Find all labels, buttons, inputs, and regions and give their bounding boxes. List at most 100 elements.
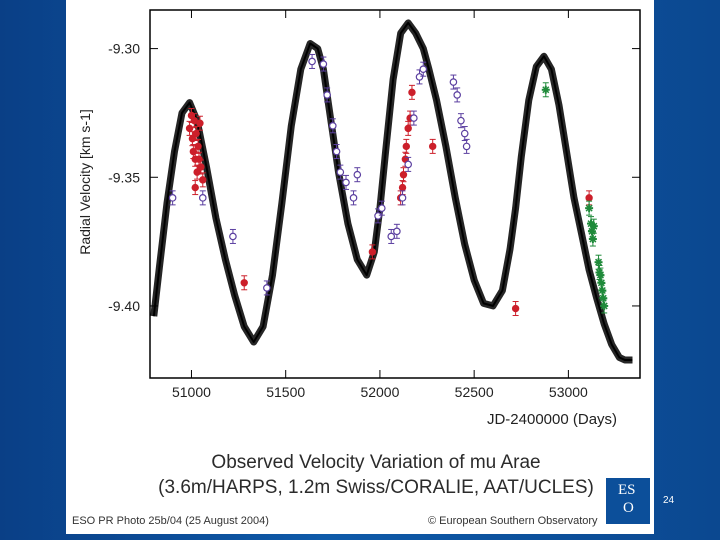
data-point-coralie bbox=[168, 190, 177, 206]
marker-filled-circle bbox=[585, 194, 593, 202]
data-point-coralie bbox=[198, 190, 207, 206]
model-curve-line bbox=[152, 21, 633, 361]
marker-asterisk-stroke bbox=[598, 286, 606, 295]
data-point-harps bbox=[408, 84, 416, 100]
data-point-coralie bbox=[387, 228, 396, 244]
marker-filled-circle bbox=[399, 170, 408, 179]
x-axis-label: JD-2400000 (Days) bbox=[487, 411, 617, 428]
marker-open-circle bbox=[378, 204, 386, 212]
marker-open-circle bbox=[349, 194, 358, 202]
model-curve-layer bbox=[150, 19, 633, 364]
marker-open-circle bbox=[453, 91, 461, 99]
marker-open-circle bbox=[410, 114, 418, 122]
marker-filled-circle bbox=[194, 142, 202, 151]
data-point-harps bbox=[428, 138, 437, 154]
data-point-coralie bbox=[332, 144, 341, 160]
photo-credit: ESO PR Photo 25b/04 (25 August 2004) bbox=[72, 515, 269, 527]
marker-open-circle bbox=[263, 284, 271, 292]
y-axis-ticks: -9.30 -9.35 -9.40 bbox=[108, 41, 640, 314]
data-point-coralie bbox=[453, 87, 461, 103]
marker-asterisk-stroke bbox=[585, 204, 593, 212]
marker-filled-circle bbox=[408, 88, 416, 97]
data-point-harps bbox=[191, 180, 199, 196]
data-point-coralie bbox=[378, 200, 386, 216]
data-point-coralie bbox=[393, 223, 401, 239]
x-tick-label: 53000 bbox=[549, 384, 588, 400]
marker-open-circle bbox=[198, 194, 207, 202]
data-point-coralie bbox=[349, 190, 358, 206]
marker-asterisk-stroke bbox=[589, 235, 597, 243]
data-point-harps bbox=[511, 301, 520, 317]
data-point-ucles bbox=[600, 298, 609, 314]
marker-asterisk-stroke bbox=[597, 279, 605, 287]
marker-open-circle bbox=[387, 232, 396, 241]
marker-open-circle bbox=[419, 65, 428, 73]
marker-filled-circle bbox=[402, 142, 411, 151]
data-point-coralie bbox=[336, 164, 345, 180]
data-point-coralie bbox=[398, 190, 407, 206]
caption-title: Observed Velocity Variation of mu Arae bbox=[211, 452, 541, 473]
marker-open-circle bbox=[342, 178, 350, 187]
y-axis-label: Radial Velocity [km s-1] bbox=[77, 109, 93, 255]
marker-open-circle bbox=[449, 78, 458, 86]
marker-open-circle bbox=[404, 160, 412, 169]
marker-filled-circle bbox=[192, 129, 200, 138]
marker-asterisk-stroke bbox=[600, 302, 608, 310]
marker-asterisk-stroke bbox=[590, 222, 598, 230]
marker-open-circle bbox=[398, 194, 407, 202]
marker-asterisk-stroke bbox=[599, 294, 607, 302]
marker-open-circle bbox=[323, 91, 331, 99]
eso-logo-bottom-text: O bbox=[623, 500, 634, 516]
marker-filled-circle bbox=[191, 183, 199, 192]
eso-logo: ES O bbox=[606, 478, 650, 524]
marker-open-circle bbox=[457, 116, 465, 125]
data-point-ucles bbox=[594, 254, 603, 270]
data-point-harps bbox=[199, 172, 207, 188]
marker-filled-circle bbox=[368, 248, 377, 256]
slide-number: 24 bbox=[663, 495, 675, 506]
data-point-coralie bbox=[419, 61, 428, 77]
caption-subtitle: (3.6m/HARPS, 1.2m Swiss/CORALIE, AAT/UCL… bbox=[158, 477, 594, 498]
marker-open-circle bbox=[229, 232, 237, 241]
data-point-ucles bbox=[589, 218, 598, 234]
marker-open-circle bbox=[336, 168, 345, 176]
chart-svg: -9.30 -9.35 -9.40 51000 51500 52000 52500 5300… bbox=[77, 9, 641, 428]
data-point-ucles bbox=[596, 267, 605, 283]
marker-open-circle bbox=[462, 142, 471, 151]
data-point-harps bbox=[399, 167, 408, 183]
marker-filled-circle bbox=[185, 124, 194, 133]
data-point-coralie bbox=[319, 56, 328, 72]
marker-open-circle bbox=[393, 227, 401, 236]
y-tick-label: -9.30 bbox=[108, 41, 140, 57]
data-point-ucles bbox=[597, 275, 606, 291]
data-point-coralie bbox=[353, 167, 362, 183]
plot-frame bbox=[149, 9, 641, 379]
y-tick-label: -9.40 bbox=[108, 298, 140, 314]
data-point-ucles bbox=[541, 82, 550, 98]
data-point-coralie bbox=[457, 113, 465, 129]
marker-filled-circle bbox=[404, 124, 412, 133]
chart-figure: -9.30 -9.35 -9.40 51000 51500 52000 52500 5300… bbox=[66, 0, 654, 534]
marker-open-circle bbox=[308, 57, 316, 66]
marker-open-circle bbox=[415, 73, 424, 81]
data-point-coralie bbox=[462, 138, 471, 154]
data-point-harps bbox=[185, 120, 194, 136]
marker-filled-circle bbox=[428, 142, 437, 151]
y-tick-label: -9.35 bbox=[108, 169, 140, 185]
data-point-coralie bbox=[460, 126, 469, 142]
data-point-harps bbox=[368, 244, 377, 260]
data-point-coralie bbox=[410, 110, 418, 126]
marker-filled-circle bbox=[199, 176, 207, 184]
x-tick-label: 52500 bbox=[455, 384, 494, 400]
marker-filled-circle bbox=[197, 163, 205, 171]
marker-asterisk-stroke bbox=[596, 271, 604, 279]
marker-filled-circle bbox=[511, 304, 520, 313]
data-point-harps bbox=[402, 138, 411, 154]
data-point-coralie bbox=[229, 228, 237, 244]
x-tick-label: 51500 bbox=[266, 384, 305, 400]
data-point-coralie bbox=[308, 53, 316, 69]
data-point-harps bbox=[196, 115, 204, 131]
x-tick-label: 52000 bbox=[360, 384, 399, 400]
marker-filled-circle bbox=[240, 279, 248, 287]
marker-open-circle bbox=[460, 129, 469, 138]
